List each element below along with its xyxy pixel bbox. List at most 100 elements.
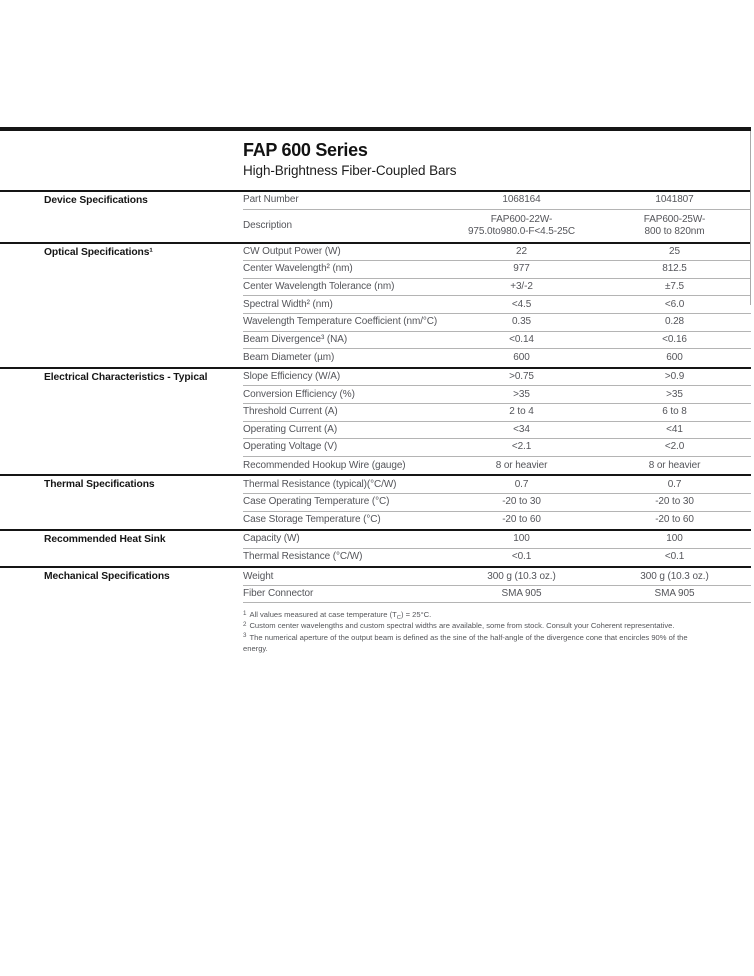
- spec-value-col2: 300 g (10.3 oz.): [640, 570, 709, 582]
- spec-param: Spectral Width² (nm): [243, 298, 333, 310]
- spec-value-col1: 100: [513, 533, 530, 545]
- spec-value-col2: ±7.5: [665, 281, 684, 293]
- spec-value-col1: 2 to 4: [509, 406, 534, 418]
- spec-value-col2: -20 to 60: [655, 514, 694, 526]
- spec-param: CW Output Power (W): [243, 245, 341, 257]
- spec-value-col2: >35: [666, 388, 683, 400]
- spec-value-col1: 0.35: [511, 316, 532, 328]
- spec-param: Part Number: [243, 194, 299, 206]
- spec-value-col2: <41: [666, 423, 683, 435]
- section-label: Optical Specifications¹: [44, 246, 153, 258]
- spec-value-col2: <0.16: [662, 333, 687, 345]
- spec-value-col1: 22: [516, 245, 527, 257]
- table-row: Capacity (W) 100 100: [243, 531, 751, 549]
- table-row: Part Number 1068164 1041807: [243, 192, 751, 210]
- spec-value-col2: 600: [666, 351, 683, 363]
- spec-param: Conversion Efficiency (%): [243, 388, 355, 400]
- table-row: Weight 300 g (10.3 oz.) 300 g (10.3 oz.): [243, 568, 751, 586]
- spec-param: Slope Efficiency (W/A): [243, 371, 341, 383]
- spec-table: Device Specifications Part Number 1068164 1…: [0, 192, 751, 604]
- section-rows: Weight 300 g (10.3 oz.) 300 g (10.3 oz.) Fi…: [243, 568, 751, 604]
- spec-value-col2: 100: [666, 533, 683, 545]
- spec-value-col1: SMA 905: [501, 588, 542, 600]
- section-label: Mechanical Specifications: [44, 571, 170, 583]
- footnote-text: Custom center wavelengths and custom spe…: [249, 621, 675, 631]
- spec-value-col1: <0.14: [509, 333, 534, 345]
- section-label: Thermal Specifications: [44, 479, 155, 491]
- table-row: Slope Efficiency (W/A) >0.75 >0.9: [243, 369, 751, 387]
- spec-section: Device Specifications Part Number 1068164 1…: [0, 192, 751, 244]
- table-row: Operating Voltage (V) <2.1 <2.0: [243, 439, 751, 457]
- spec-param: Beam Diameter (µm): [243, 351, 335, 363]
- spec-value-col2: <0.1: [664, 551, 685, 563]
- page-subtitle: High-Brightness Fiber-Coupled Bars: [243, 163, 457, 178]
- table-row: Operating Current (A) <34 <41: [243, 422, 751, 440]
- header-rule: [0, 190, 751, 192]
- table-row: Beam Divergence³ (NA) <0.14 <0.16: [243, 332, 751, 350]
- footnote-text: The numerical aperture of the output bea…: [243, 632, 688, 653]
- table-row: Fiber Connector SMA 905 SMA 905: [243, 586, 751, 604]
- spec-value-col1: 0.7: [514, 478, 529, 490]
- spec-value-col2: -20 to 30: [655, 496, 694, 508]
- spec-value-col2: 812.5: [662, 263, 687, 275]
- table-row: Recommended Hookup Wire (gauge) 8 or heav…: [243, 457, 751, 475]
- footnote: 1 All values measured at case temperature…: [243, 610, 713, 621]
- table-row: Thermal Resistance (typical)(°C/W) 0.7 0.7: [243, 476, 751, 494]
- spec-value-col2: SMA 905: [654, 588, 695, 600]
- top-rule: [0, 127, 751, 131]
- spec-value-col2: <2.0: [664, 441, 685, 453]
- footnote-marker: 1: [243, 609, 247, 617]
- table-row: Beam Diameter (µm) 600 600: [243, 349, 751, 367]
- footnote-subscript: C: [396, 614, 401, 621]
- spec-value-col1: 600: [513, 351, 530, 363]
- section-label: Electrical Characteristics - Typical: [44, 371, 208, 383]
- spec-value-col1: 8 or heavier: [495, 459, 548, 471]
- spec-value-col1: -20 to 60: [502, 514, 541, 526]
- spec-value-col1: 300 g (10.3 oz.): [487, 570, 556, 582]
- table-row: Case Storage Temperature (°C) -20 to 60 -2…: [243, 512, 751, 530]
- section-rows: Part Number 1068164 1041807 Description FAP6…: [243, 192, 751, 242]
- spec-param: Threshold Current (A): [243, 406, 338, 418]
- spec-value-col2: <6.0: [664, 298, 685, 310]
- table-row: Wavelength Temperature Coefficient (nm/°…: [243, 314, 751, 332]
- spec-param: Case Operating Temperature (°C): [243, 496, 390, 508]
- table-row: Thermal Resistance (°C/W) <0.1 <0.1: [243, 549, 751, 567]
- spec-param: Operating Voltage (V): [243, 441, 338, 453]
- spec-value-col1: +3/-2: [510, 281, 533, 293]
- spec-param: Recommended Hookup Wire (gauge): [243, 459, 406, 471]
- spec-value-col1: -20 to 30: [502, 496, 541, 508]
- section-rows: Slope Efficiency (W/A) >0.75 >0.9 Conversio…: [243, 369, 751, 475]
- spec-param: Fiber Connector: [243, 588, 314, 600]
- spec-value-col1: >0.75: [509, 371, 534, 383]
- spec-value-col2: >0.9: [664, 371, 685, 383]
- spec-value-col2: 1041807: [655, 194, 694, 206]
- spec-value-col2: 0.28: [664, 316, 685, 328]
- table-row: Center Wavelength² (nm) 977 812.5: [243, 261, 751, 279]
- table-row: Conversion Efficiency (%) >35 >35: [243, 386, 751, 404]
- spec-param: Operating Current (A): [243, 423, 338, 435]
- footnote: 2 Custom center wavelengths and custom sp…: [243, 621, 713, 632]
- spec-param: Center Wavelength Tolerance (nm): [243, 281, 395, 293]
- table-row: Center Wavelength Tolerance (nm) +3/-2 ±7.…: [243, 279, 751, 297]
- page-title: FAP 600 Series: [243, 140, 368, 160]
- spec-section: Optical Specifications¹ CW Output Power (…: [0, 244, 751, 369]
- spec-param: Center Wavelength² (nm): [243, 263, 353, 275]
- spec-value-col2: FAP600-25W- 800 to 820nm: [643, 213, 706, 237]
- spec-section: Recommended Heat Sink Capacity (W) 100 100 T…: [0, 531, 751, 569]
- spec-value-col1: <0.1: [511, 551, 532, 563]
- spec-value-col1: 1068164: [502, 194, 541, 206]
- footnote-marker: 3: [243, 632, 247, 640]
- footnote-text: All values measured at case temperature …: [249, 610, 397, 619]
- spec-param: Wavelength Temperature Coefficient (nm/°…: [243, 316, 438, 328]
- spec-param: Weight: [243, 570, 274, 582]
- footnotes: 1 All values measured at case temperature…: [243, 610, 713, 654]
- spec-param: Beam Divergence³ (NA): [243, 333, 348, 345]
- footnote: 3 The numerical aperture of the output be…: [243, 632, 713, 655]
- section-label: Recommended Heat Sink: [44, 534, 166, 546]
- spec-param: Description: [243, 219, 292, 231]
- spec-section: Electrical Characteristics - Typical Slop…: [0, 369, 751, 477]
- table-row: Threshold Current (A) 2 to 4 6 to 8: [243, 404, 751, 422]
- table-row: CW Output Power (W) 22 25: [243, 244, 751, 262]
- section-label: Device Specifications: [44, 195, 148, 206]
